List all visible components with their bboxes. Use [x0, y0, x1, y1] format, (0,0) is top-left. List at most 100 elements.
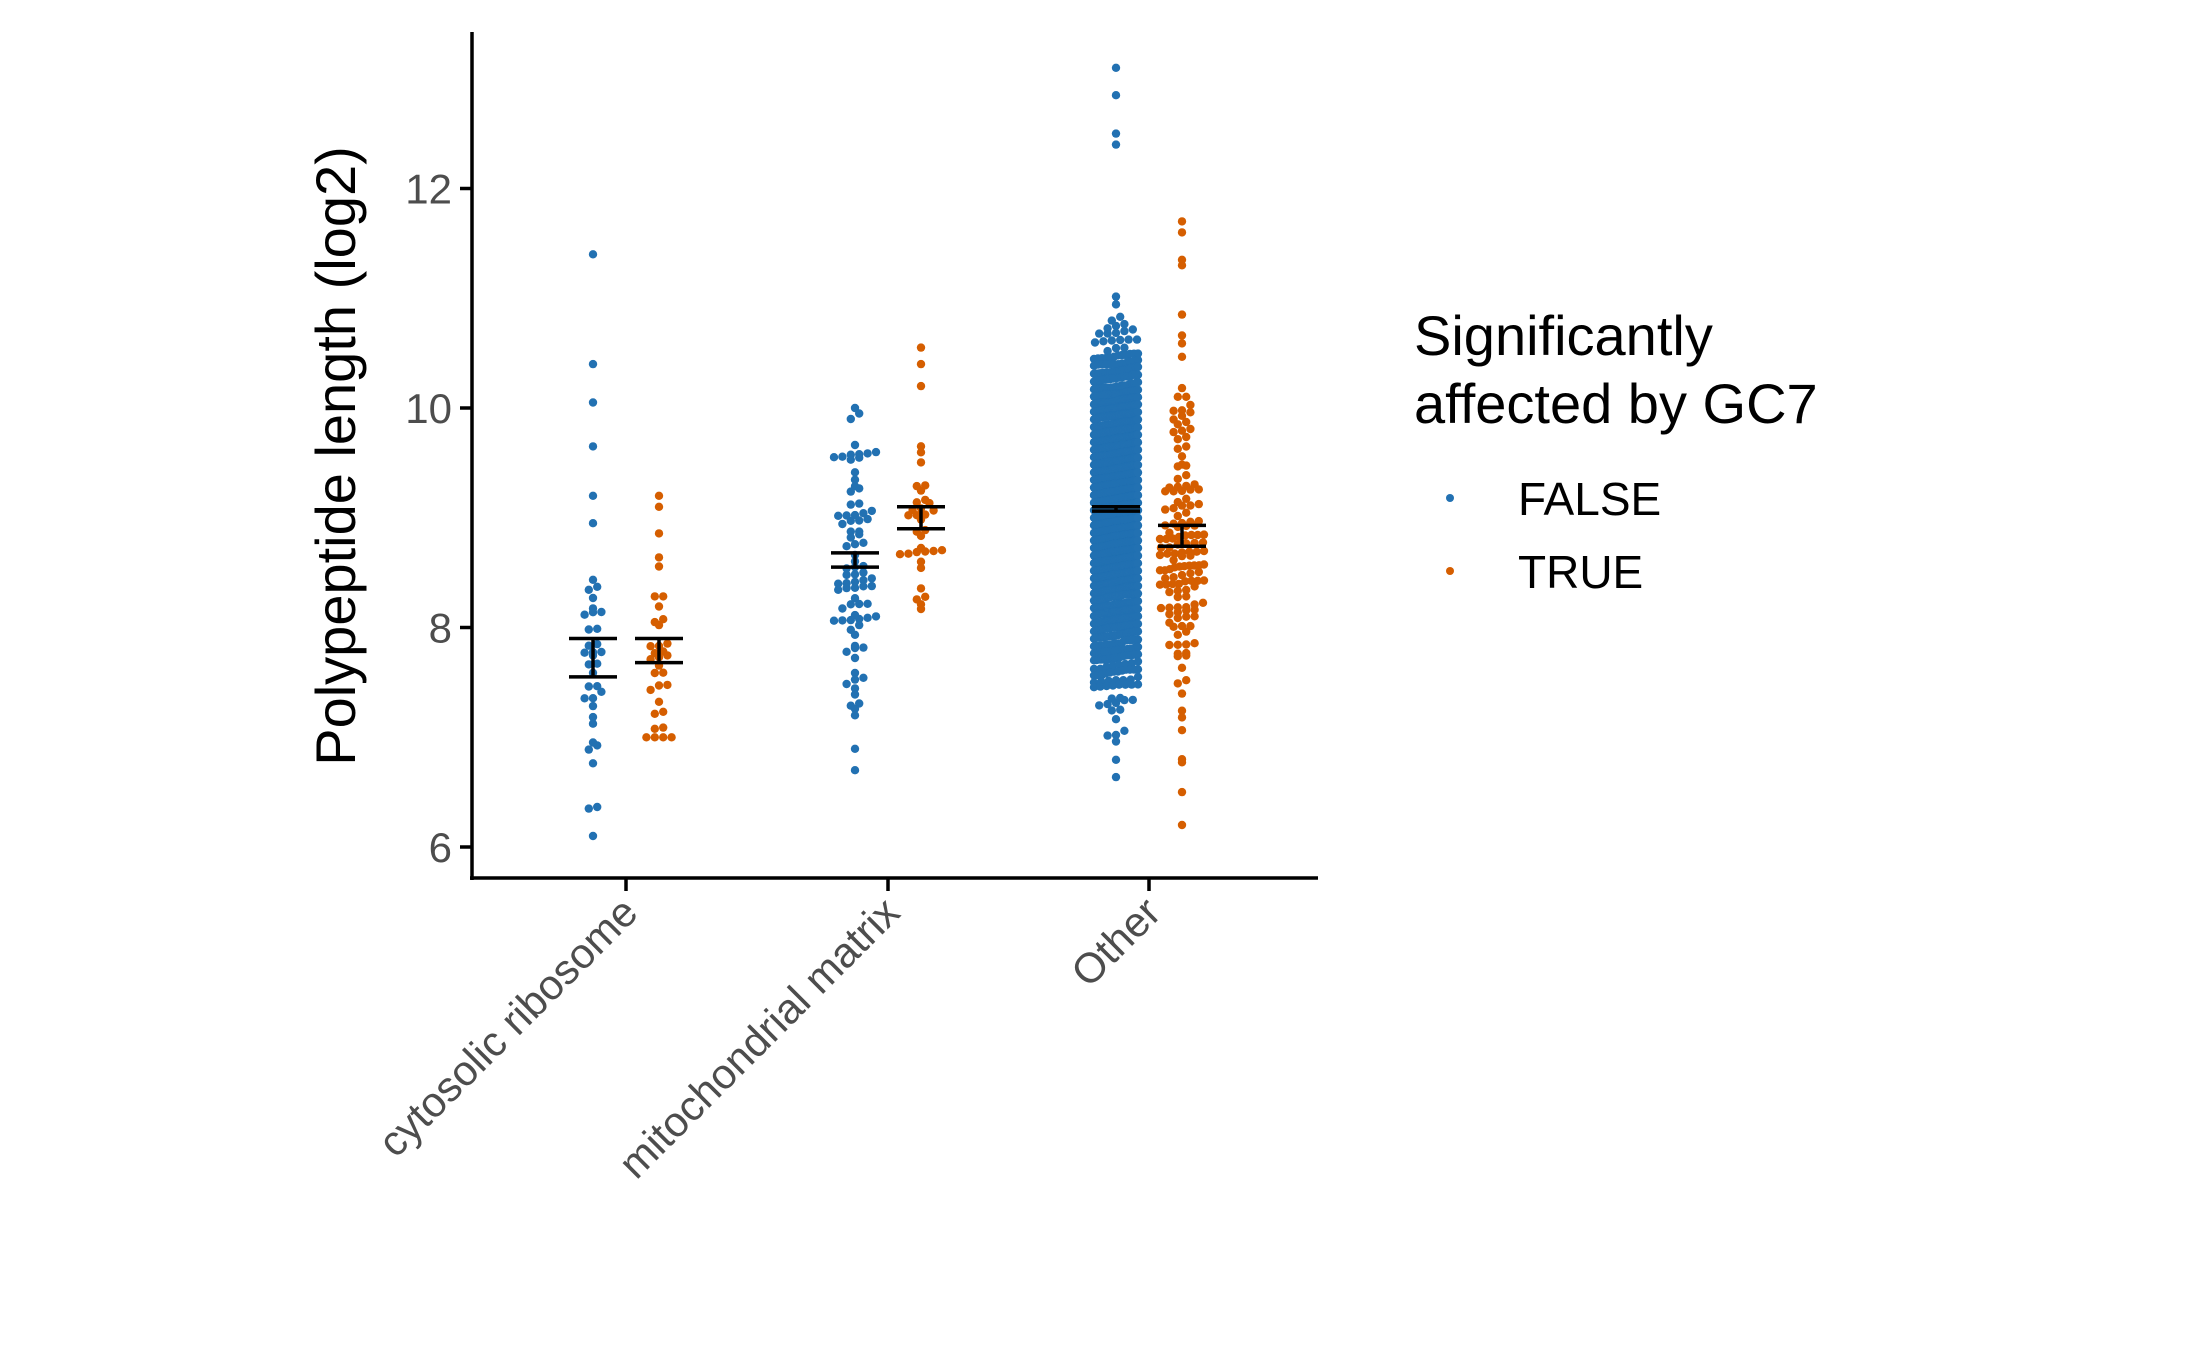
- data-point-true: [1182, 676, 1191, 685]
- data-point-false: [588, 519, 598, 528]
- data-point-false: [593, 582, 602, 591]
- data-point-true: [916, 584, 926, 593]
- data-point-false: [1120, 726, 1129, 735]
- data-point-false: [850, 630, 860, 639]
- data-point-false: [871, 612, 881, 621]
- data-point-false: [834, 511, 843, 520]
- data-point-false: [1116, 312, 1125, 321]
- data-point-false: [842, 583, 851, 593]
- data-point-false: [1133, 475, 1143, 485]
- data-point-false: [593, 659, 602, 668]
- legend-key-true: [1446, 567, 1454, 575]
- data-point-true: [1180, 577, 1190, 586]
- data-point-true: [1190, 605, 1199, 614]
- data-point-false: [1103, 699, 1112, 709]
- data-point-true: [642, 733, 651, 742]
- data-point-false: [1127, 659, 1136, 668]
- data-point-true: [654, 620, 664, 630]
- data-point-false: [597, 687, 606, 696]
- data-point-false: [1133, 604, 1143, 613]
- data-point-false: [1096, 682, 1105, 691]
- data-point-false: [859, 538, 868, 547]
- data-point-false: [846, 500, 855, 509]
- data-point-false: [1114, 680, 1124, 689]
- data-point-true: [1194, 485, 1204, 494]
- data-point-false: [1133, 596, 1143, 606]
- data-point-true: [667, 733, 676, 742]
- data-point-true: [1182, 432, 1191, 442]
- data-point-false: [588, 694, 598, 703]
- data-point-false: [855, 499, 864, 508]
- data-point-false: [850, 570, 860, 579]
- data-point-false: [855, 516, 864, 525]
- data-point-false: [1111, 343, 1121, 353]
- data-point-true: [1177, 486, 1187, 496]
- data-point-true: [1169, 504, 1178, 513]
- data-point-false: [838, 519, 847, 529]
- data-point-false: [846, 516, 855, 525]
- data-point-false: [1108, 661, 1118, 670]
- data-point-false: [829, 453, 839, 462]
- data-point-false: [1099, 337, 1108, 346]
- data-point-true: [1199, 560, 1209, 569]
- data-point-false: [1133, 642, 1143, 652]
- data-point-true: [1199, 546, 1209, 556]
- data-point-false: [1102, 681, 1111, 691]
- data-point-false: [855, 599, 864, 609]
- data-point-true: [1155, 534, 1165, 544]
- data-point-true: [1173, 462, 1183, 471]
- data-point-false: [1133, 468, 1143, 477]
- data-point-false: [588, 398, 598, 407]
- data-point-true: [1177, 663, 1187, 672]
- data-point-true: [1177, 228, 1187, 237]
- data-point-true: [659, 592, 668, 601]
- data-point-true: [1173, 511, 1183, 521]
- data-point-true: [1177, 501, 1187, 510]
- data-point-false: [1133, 498, 1143, 507]
- data-point-true: [654, 602, 664, 611]
- data-point-false: [855, 614, 864, 624]
- data-point-false: [1120, 326, 1129, 336]
- legend-title-line-1: Significantly: [1414, 304, 1713, 367]
- data-point-false: [1116, 335, 1125, 345]
- data-point-true: [1186, 551, 1195, 560]
- data-point-true: [904, 511, 913, 520]
- data-point-true: [895, 550, 905, 559]
- data-point-false: [1111, 292, 1121, 301]
- data-point-false: [1133, 370, 1143, 379]
- axes: [470, 32, 1318, 880]
- data-point-false: [588, 442, 598, 451]
- data-point-false: [1133, 355, 1143, 365]
- data-point-false: [584, 625, 593, 634]
- data-point-false: [846, 527, 855, 536]
- data-point-true: [1182, 392, 1191, 401]
- data-point-false: [850, 653, 860, 663]
- data-point-true: [659, 668, 668, 677]
- data-point-true: [1168, 579, 1177, 589]
- data-point-true: [1177, 570, 1187, 580]
- data-point-false: [863, 514, 872, 524]
- data-point-true: [1187, 530, 1196, 540]
- data-point-true: [1186, 569, 1195, 578]
- data-point-false: [1133, 627, 1143, 636]
- data-point-false: [588, 250, 598, 259]
- data-point-false: [597, 647, 606, 657]
- data-point-true: [1169, 573, 1178, 582]
- data-point-true: [1192, 547, 1201, 556]
- data-point-false: [859, 643, 868, 652]
- data-point-false: [1111, 140, 1121, 149]
- y-ticks: 6 8 10 12: [405, 166, 472, 871]
- data-point-true: [912, 498, 921, 507]
- data-point-false: [1103, 346, 1112, 356]
- data-point-true: [1177, 758, 1187, 767]
- data-point-true: [929, 546, 938, 556]
- data-point-true: [654, 529, 664, 538]
- data-point-true: [650, 592, 659, 601]
- data-point-true: [916, 448, 926, 457]
- data-point-true: [916, 563, 926, 573]
- data-point-false: [1127, 680, 1136, 689]
- data-point-true: [1155, 550, 1165, 560]
- error-bar: [831, 551, 879, 569]
- data-point-false: [867, 581, 876, 591]
